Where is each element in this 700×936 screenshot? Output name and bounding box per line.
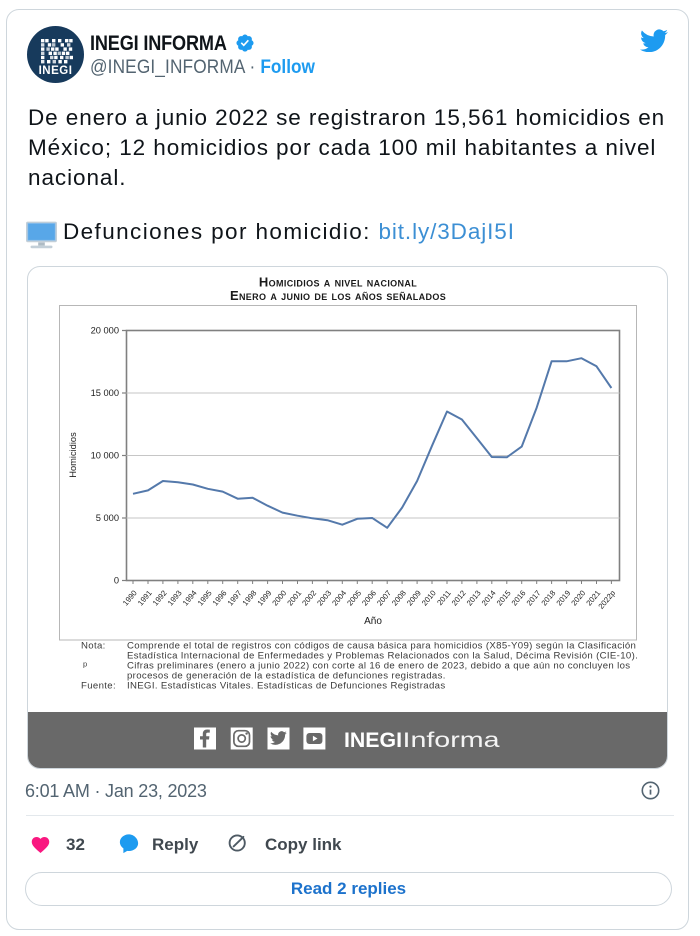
svg-text:2019: 2019 — [555, 589, 573, 608]
svg-text:2001: 2001 — [285, 589, 303, 608]
svg-text:2011: 2011 — [435, 589, 453, 607]
svg-text:2015: 2015 — [495, 589, 513, 608]
svg-text:2012: 2012 — [450, 589, 468, 608]
svg-text:10 000: 10 000 — [91, 451, 119, 461]
svg-text:INEGI. Estadísticas Vitales. E: INEGI. Estadísticas Vitales. Estadística… — [127, 681, 446, 692]
svg-text:5 000: 5 000 — [96, 513, 119, 523]
svg-text:p: p — [83, 660, 88, 669]
svg-text:2007: 2007 — [375, 589, 393, 608]
svg-text:Informa: Informa — [403, 729, 500, 752]
svg-text:2005: 2005 — [345, 589, 363, 608]
svg-text:Estadística Internacional de E: Estadística Internacional de Enfermedade… — [127, 651, 638, 662]
svg-text:1996: 1996 — [211, 589, 229, 608]
svg-text:2022p: 2022p — [597, 589, 618, 611]
svg-text:1994: 1994 — [181, 588, 199, 607]
svg-text:1995: 1995 — [196, 589, 214, 608]
svg-text:Enero a junio de los años seña: Enero a junio de los años señalados — [230, 288, 446, 303]
svg-text:1993: 1993 — [166, 589, 184, 608]
svg-text:Año: Año — [364, 616, 382, 627]
svg-text:INEGI: INEGI — [344, 729, 402, 752]
svg-text:0: 0 — [114, 576, 119, 586]
svg-text:2002: 2002 — [300, 589, 318, 608]
svg-text:2004: 2004 — [330, 588, 348, 607]
svg-text:2017: 2017 — [525, 589, 543, 608]
svg-text:Homicidios a nivel nacional: Homicidios a nivel nacional — [259, 275, 417, 290]
svg-text:2016: 2016 — [510, 589, 528, 608]
svg-text:Fuente:: Fuente: — [81, 681, 116, 692]
svg-text:2018: 2018 — [540, 589, 558, 608]
svg-text:2010: 2010 — [420, 589, 438, 608]
svg-text:Nota:: Nota: — [81, 641, 106, 652]
svg-text:2014: 2014 — [480, 588, 498, 607]
svg-text:2003: 2003 — [315, 589, 333, 608]
svg-text:2006: 2006 — [360, 589, 378, 608]
svg-text:1997: 1997 — [226, 589, 244, 608]
svg-text:1990: 1990 — [121, 589, 139, 608]
svg-text:1992: 1992 — [151, 589, 169, 608]
svg-text:2000: 2000 — [270, 589, 288, 608]
svg-text:2008: 2008 — [390, 589, 408, 608]
svg-text:1991: 1991 — [136, 589, 154, 608]
svg-text:1998: 1998 — [241, 589, 259, 608]
svg-text:2020: 2020 — [569, 589, 587, 608]
svg-text:INEGI: INEGI — [39, 65, 73, 77]
svg-text:2009: 2009 — [405, 589, 423, 608]
svg-text:Homicidios: Homicidios — [68, 432, 78, 478]
svg-text:Cifras preliminares (enero a j: Cifras preliminares (enero a junio 2022)… — [127, 661, 630, 672]
svg-text:1999: 1999 — [256, 589, 274, 608]
svg-text:Comprende el total de registro: Comprende el total de registros con códi… — [127, 641, 636, 652]
svg-text:2013: 2013 — [465, 589, 483, 608]
svg-text:20 000: 20 000 — [91, 326, 119, 336]
svg-text:procesos de generación de la e: procesos de generación de la estadística… — [127, 671, 446, 682]
svg-text:15 000: 15 000 — [91, 388, 119, 398]
